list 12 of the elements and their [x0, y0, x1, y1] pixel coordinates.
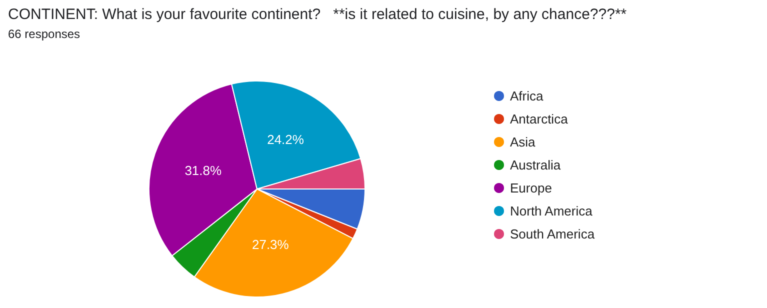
legend-label: Australia [510, 158, 562, 172]
legend-label: South America [510, 226, 596, 242]
chart-title: CONTINENT: What is your favourite continent? **is it related to cuisine, by any chance???** [8, 6, 627, 23]
text: 66 responses [8, 27, 80, 41]
data-label: 27.3% [252, 236, 290, 252]
legend-label: Europe [510, 180, 552, 196]
data-label: 24.2% [267, 132, 304, 148]
legend-label: Africa [510, 88, 544, 104]
data-label: 31.8% [184, 162, 222, 178]
legend-label: Asia [510, 134, 536, 150]
legend-label: Antarctica [510, 112, 569, 126]
legend-label: North America [510, 204, 594, 218]
